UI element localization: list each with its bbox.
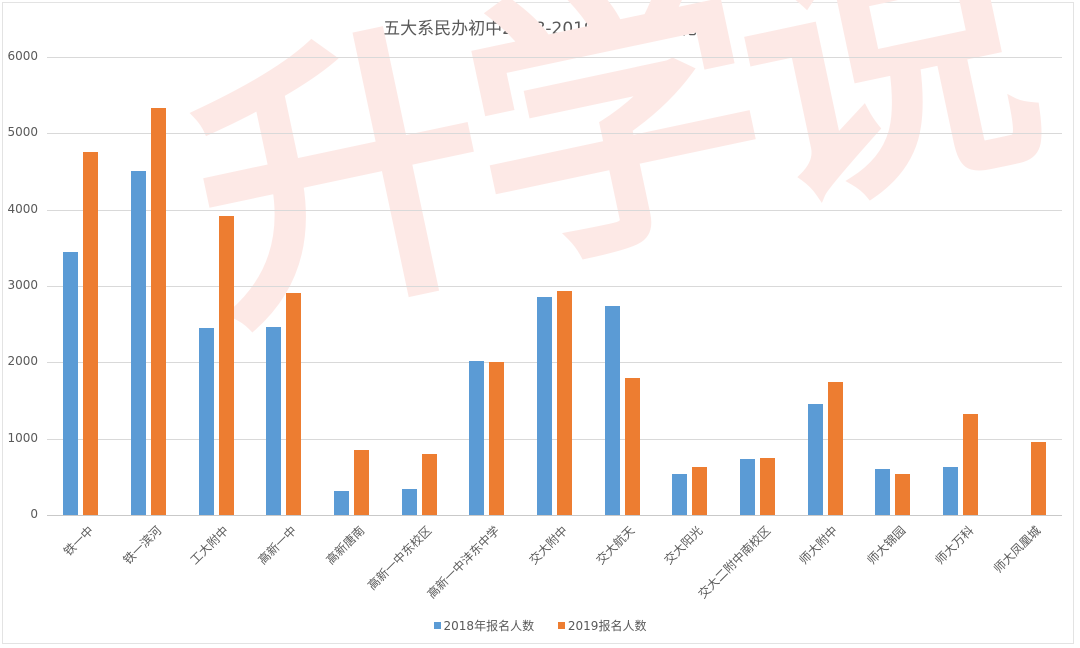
y-tick-label: 4000 bbox=[7, 201, 38, 216]
legend-item-2019[interactable]: 2019报名人数 bbox=[557, 617, 647, 634]
bar-2019[interactable] bbox=[489, 361, 505, 515]
bar-2019[interactable] bbox=[83, 152, 99, 515]
bar-2018[interactable] bbox=[266, 327, 282, 515]
bar-2018[interactable] bbox=[334, 490, 349, 515]
bar-2018[interactable] bbox=[469, 360, 485, 515]
y-tick-label: 0 bbox=[30, 507, 38, 521]
bar-2018[interactable] bbox=[807, 404, 823, 515]
bar-2018[interactable] bbox=[943, 466, 958, 515]
bar-2018[interactable] bbox=[672, 473, 688, 515]
legend: 2018年报名人数 2019报名人数 bbox=[0, 617, 1080, 634]
bar-2019[interactable] bbox=[218, 215, 234, 515]
legend-swatch-2019 bbox=[557, 622, 565, 629]
y-tick-label: 1000 bbox=[7, 430, 38, 445]
bar-2019[interactable] bbox=[624, 378, 640, 515]
bar-2018[interactable] bbox=[401, 489, 417, 515]
bar-2018[interactable] bbox=[63, 251, 79, 515]
bar-2019[interactable] bbox=[557, 290, 572, 515]
bar-2019[interactable] bbox=[895, 474, 911, 515]
bar-2019[interactable] bbox=[1030, 442, 1046, 515]
legend-item-2018[interactable]: 2018年报名人数 bbox=[433, 617, 535, 634]
gridline bbox=[47, 57, 1062, 58]
bar-2019[interactable] bbox=[827, 381, 843, 515]
legend-label-2019: 2019报名人数 bbox=[567, 619, 647, 633]
bar-2019[interactable] bbox=[692, 466, 708, 515]
bar-2019[interactable] bbox=[760, 457, 775, 515]
bar-2018[interactable] bbox=[604, 305, 620, 515]
gridline bbox=[47, 362, 1062, 364]
legend-label-2018: 2018年报名人数 bbox=[443, 619, 535, 633]
bar-2019[interactable] bbox=[354, 450, 369, 515]
gridline bbox=[47, 286, 1062, 287]
chart-title: 五大系民办初中2018-2019报名人数变化 bbox=[383, 19, 697, 39]
bar-2019[interactable] bbox=[963, 414, 978, 515]
y-tick-label: 2000 bbox=[7, 354, 38, 369]
bar-2018[interactable] bbox=[131, 170, 146, 515]
bar-2018[interactable] bbox=[537, 297, 552, 515]
bar-2019[interactable] bbox=[421, 453, 437, 515]
y-tick-label: 6000 bbox=[7, 49, 38, 63]
bar-2019[interactable] bbox=[151, 108, 166, 515]
x-axis-line bbox=[47, 515, 1062, 516]
y-tick-label: 3000 bbox=[7, 278, 38, 292]
y-tick-label: 5000 bbox=[7, 125, 38, 140]
bar-2018[interactable] bbox=[198, 327, 214, 515]
gridline bbox=[47, 438, 1062, 440]
gridline bbox=[47, 209, 1062, 211]
bar-2018[interactable] bbox=[740, 459, 755, 515]
plot-area bbox=[47, 57, 1062, 516]
bar-2018[interactable] bbox=[875, 468, 891, 515]
bar-2019[interactable] bbox=[286, 292, 302, 515]
legend-swatch-2018 bbox=[433, 622, 441, 629]
gridline bbox=[47, 133, 1062, 135]
